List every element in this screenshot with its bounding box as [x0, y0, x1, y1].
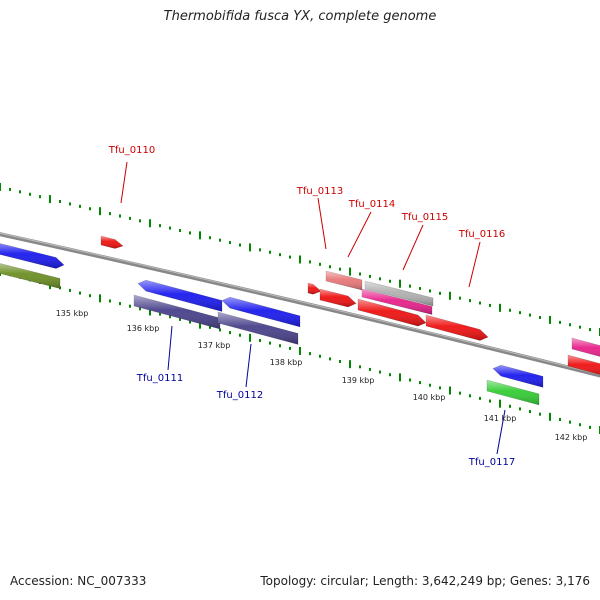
gene-feature-shading [218, 312, 298, 345]
gene-label: Tfu_0111 [136, 373, 183, 384]
kbp-tick-label: 136 kbp [127, 324, 160, 333]
map-title: Thermobifida fusca YX, complete genome [163, 9, 437, 24]
kbp-tick-label: 137 kbp [198, 341, 231, 350]
kbp-tick-label: 142 kbp [555, 433, 588, 442]
leader-line [347, 211, 372, 258]
gene-feature-shading [362, 289, 432, 315]
label-layer: Tfu_0110 Tfu_0113 Tfu_0114 Tfu_0115 Tfu_0116… [108, 145, 515, 468]
gene-feature-shading [222, 297, 300, 327]
genome-backbone [0, 232, 600, 378]
leader-line [402, 224, 424, 271]
leader-line [496, 409, 506, 455]
leader-line [317, 197, 327, 250]
gene-label: Tfu_0110 [108, 145, 155, 156]
kbp-tick-label: 139 kbp [342, 376, 375, 385]
gene-feature-shading [134, 295, 220, 330]
gene-label: Tfu_0113 [296, 186, 343, 197]
gene-feature-shading [568, 355, 600, 375]
inner-tick-track [0, 268, 600, 434]
gene-label: Tfu_0112 [216, 390, 263, 401]
kbp-tick-label: 138 kbp [270, 358, 303, 367]
leader-line [245, 343, 252, 388]
kbp-tick-label: 141 kbp [484, 414, 517, 423]
kbp-tick-label: 135 kbp [56, 309, 89, 318]
leader-line [167, 325, 173, 371]
gene-feature-shading [493, 365, 543, 388]
gene-label: Tfu_0115 [401, 212, 448, 223]
gene-feature-shading [138, 280, 222, 312]
feature-layer [0, 235, 600, 406]
leader-line [120, 161, 128, 204]
gene-feature-shading [487, 380, 539, 405]
gene-label: Tfu_0114 [348, 199, 395, 210]
gene-feature-shading [426, 315, 488, 341]
gene-feature-shading [308, 283, 321, 295]
gene-feature-shading [358, 299, 426, 327]
gene-feature-shading [365, 281, 433, 306]
gene-label: Tfu_0117 [468, 457, 515, 468]
outer-tick-track [0, 183, 600, 336]
gene-feature-shading [0, 243, 64, 269]
gene-feature-shading [0, 263, 60, 289]
genome-backbone-highlight [0, 232, 600, 376]
gene-label: Tfu_0116 [458, 229, 505, 240]
leader-line [468, 241, 481, 288]
accession-text: Accession: NC_007333 [10, 574, 147, 588]
tick-label-layer: 135 kbp 136 kbp 137 kbp 138 kbp 139 kbp 140 k… [56, 309, 588, 442]
gene-feature-shading [101, 236, 123, 249]
gene-feature-shading [326, 271, 362, 290]
gene-feature-shading [572, 338, 600, 357]
genome-summary-text: Topology: circular; Length: 3,642,249 bp… [260, 574, 590, 588]
gene-feature-shading [320, 289, 356, 307]
kbp-tick-label: 140 kbp [413, 393, 446, 402]
